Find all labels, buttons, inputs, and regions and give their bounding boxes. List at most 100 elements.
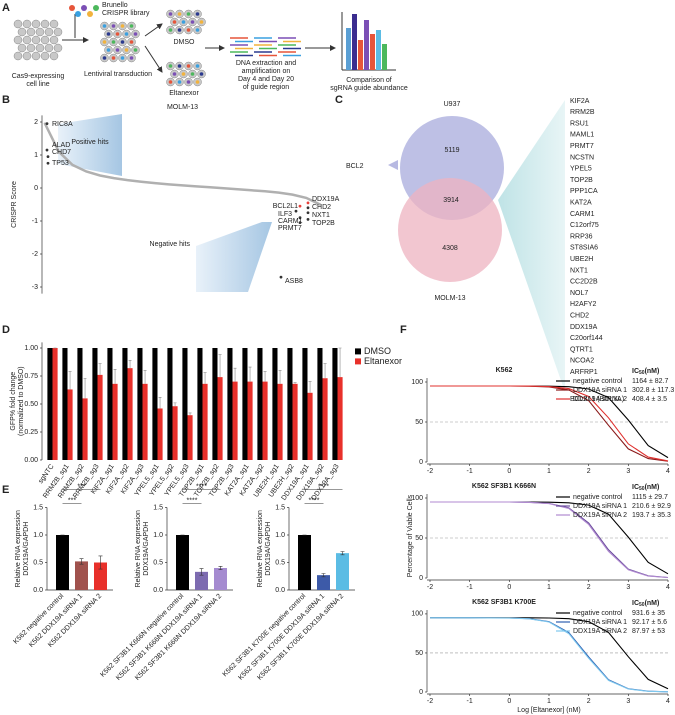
gene-label: KIF2A — [570, 98, 590, 105]
x-axis-label: Log [Eltanexor] (nM) — [517, 707, 580, 714]
x-tick-label: -1 — [467, 584, 473, 591]
bar — [247, 381, 253, 460]
panel-label: F — [400, 324, 407, 336]
error-bar — [340, 551, 345, 556]
cell-marker — [111, 24, 116, 28]
y-tick-label: 1.0 — [275, 532, 285, 539]
bar — [317, 348, 323, 460]
legend-ic50: 92.17 ± 5.6 — [632, 619, 667, 626]
chart-title: MOLM-13 — [167, 104, 198, 111]
cell — [44, 43, 54, 53]
cell-marker — [186, 64, 191, 68]
gene-label: H2AFY2 — [570, 301, 597, 308]
cell-marker — [172, 20, 177, 24]
hit-point — [306, 201, 310, 205]
cell-marker — [102, 24, 107, 28]
y-tick-label: 0.25 — [24, 429, 38, 436]
legend-header: IC50(nM) — [632, 368, 659, 376]
hit-label: ASB8 — [285, 278, 303, 285]
bar — [302, 348, 308, 460]
hit-label: ILF3 — [278, 211, 292, 218]
legend-header-part: (nM) — [645, 600, 660, 607]
x-tick-label: 2 — [587, 584, 591, 591]
library-virus — [69, 5, 75, 11]
cell-marker — [115, 32, 120, 36]
hit-point — [279, 275, 283, 279]
cell-marker — [168, 64, 173, 68]
hit-label: CHD2 — [312, 204, 331, 211]
bar — [322, 378, 328, 460]
icon-bar — [376, 30, 381, 70]
cell — [35, 27, 45, 37]
panel-label: A — [2, 2, 10, 14]
y-tick-label: 100 — [411, 495, 423, 502]
cell — [49, 51, 59, 61]
y-tick-label: 50 — [415, 419, 423, 426]
label: Eltanexor — [169, 90, 199, 97]
bar — [77, 348, 83, 460]
gene-label: C20orf144 — [570, 335, 603, 342]
cell-marker — [177, 28, 182, 32]
bar — [75, 561, 88, 590]
y-tick-label: 0 — [34, 185, 38, 192]
hit-label: NXT1 — [312, 212, 330, 219]
count: 5119 — [444, 147, 459, 154]
cell — [40, 35, 50, 45]
error-bar — [128, 360, 132, 369]
x-tick-label: K562 SF3B1 K666N DDX19A siRNA 1 — [115, 593, 204, 682]
gene-label: NCOA2 — [570, 358, 594, 365]
icon-bar — [382, 44, 387, 70]
gene-label: BCL2L1 (BCLXL) — [570, 396, 624, 403]
cell — [35, 43, 45, 53]
bar — [107, 348, 113, 460]
y-tick-label: 0 — [419, 575, 423, 582]
label: cell line — [26, 81, 49, 88]
bar — [262, 381, 268, 460]
legend-label: DDX19A siRNA 2 — [573, 628, 627, 635]
legend-ic50: 1115 ± 29.7 — [632, 494, 668, 501]
library-virus — [75, 11, 81, 17]
cell-marker — [102, 40, 107, 44]
legend-label: DDX19A siRNA 1 — [573, 503, 627, 510]
y-tick-label: -1 — [32, 218, 38, 225]
cell-marker — [181, 20, 186, 24]
cell — [31, 51, 41, 61]
y-axis-label: (normalized to DMSO) — [18, 366, 25, 436]
legend-label: Eltanexor — [364, 356, 402, 366]
legend-ic50: 1164 ± 82.7 — [632, 378, 669, 385]
error-bar — [323, 363, 327, 379]
cell — [13, 19, 23, 29]
y-tick-label: 0 — [419, 689, 423, 696]
cell-marker — [106, 32, 111, 36]
chart-title: K562 SF3B1 K666N — [472, 483, 536, 490]
legend-label: DMSO — [364, 346, 391, 356]
y-tick-label: 0 — [419, 459, 423, 466]
bar — [317, 575, 330, 590]
error-bar — [79, 558, 84, 565]
region-label: Positive hits — [71, 139, 109, 146]
cell-marker — [129, 40, 134, 44]
legend-ic50: 408.4 ± 3.5 — [632, 396, 667, 403]
panel-label: D — [2, 324, 10, 336]
label: sgRNA guide abundance — [330, 85, 408, 92]
hits-region — [196, 222, 272, 292]
bar — [176, 535, 189, 590]
error-bar — [278, 370, 282, 384]
error-bar — [113, 368, 117, 384]
error-bar — [293, 382, 297, 384]
error-bar — [199, 568, 204, 576]
gene-label: C12orf75 — [570, 222, 599, 229]
cell — [31, 35, 41, 45]
cell-marker — [168, 28, 173, 32]
cell-marker — [190, 72, 195, 76]
arrow — [144, 45, 163, 73]
cell-marker — [133, 32, 138, 36]
panel-label: C — [335, 94, 343, 106]
x-tick-label: 1 — [547, 584, 551, 591]
gene-label: NOL7 — [570, 290, 588, 297]
cell-marker — [124, 32, 129, 36]
legend-header-part: 50 — [639, 486, 645, 492]
legend-header-part: IC — [632, 484, 639, 491]
label: Day 4 and Day 20 — [238, 76, 294, 83]
cell — [49, 35, 59, 45]
